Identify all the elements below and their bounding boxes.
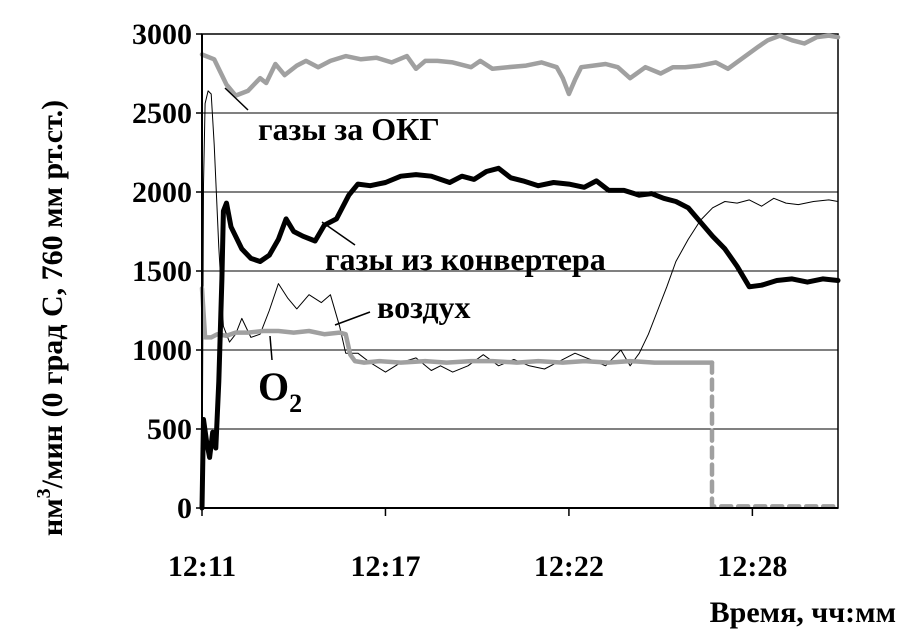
y-tick-label: 500 — [147, 413, 192, 446]
x-tick-label: 12:28 — [717, 550, 787, 583]
y-tick-label: 1000 — [132, 334, 192, 367]
x-tick-label: 12:22 — [534, 550, 604, 583]
y-tick-labels: 0 500 1000 1500 2000 2500 3000 — [132, 18, 192, 525]
annotation-air: воздух — [377, 289, 471, 325]
annotation-gases-after: газы за ОКГ — [258, 111, 440, 147]
y-axis-label-rest: /мин (0 град С, 760 мм рт.ст.) — [36, 100, 69, 489]
x-tick-labels: 12:11 12:17 12:22 12:28 — [168, 550, 788, 583]
y-tick-label: 1500 — [132, 255, 192, 288]
series-annotations: газы за ОКГ газы из конвертера воздух O2 — [224, 87, 606, 418]
x-tick-label: 12:17 — [350, 550, 420, 583]
series-line-o2 — [199, 286, 715, 365]
annotation-leader-air — [334, 311, 371, 326]
series-line-gases-converter — [199, 165, 841, 511]
annotation-leader-gases-converter — [321, 221, 356, 246]
y-axis-label: нм3/мин (0 град С, 760 мм рт.ст.) — [33, 100, 69, 536]
y-tick-label: 2000 — [132, 176, 192, 209]
series-line-air — [201, 90, 839, 509]
y-axis-label-superscript: 3 — [33, 488, 55, 498]
annotation-o2-subscript: 2 — [289, 389, 302, 418]
annotation-leader-gases-after — [224, 87, 249, 111]
annotation-o2: O2 — [258, 364, 302, 418]
series-line-o2-drop — [709, 360, 841, 509]
series-lines — [199, 33, 841, 511]
axes — [196, 33, 838, 516]
y-tick-label: 2500 — [132, 97, 192, 130]
x-axis-label: Время, чч:мм — [710, 596, 896, 629]
y-tick-label: 0 — [177, 492, 192, 525]
series-line-gases-after — [199, 33, 841, 98]
annotation-leader-o2 — [269, 335, 273, 361]
y-axis-label-unit: нм — [36, 498, 69, 536]
annotation-gases-converter: газы из конвертера — [325, 241, 606, 277]
y-tick-label: 3000 — [132, 18, 192, 51]
x-tick-label: 12:11 — [168, 550, 236, 583]
annotation-o2-base: O — [258, 364, 289, 409]
